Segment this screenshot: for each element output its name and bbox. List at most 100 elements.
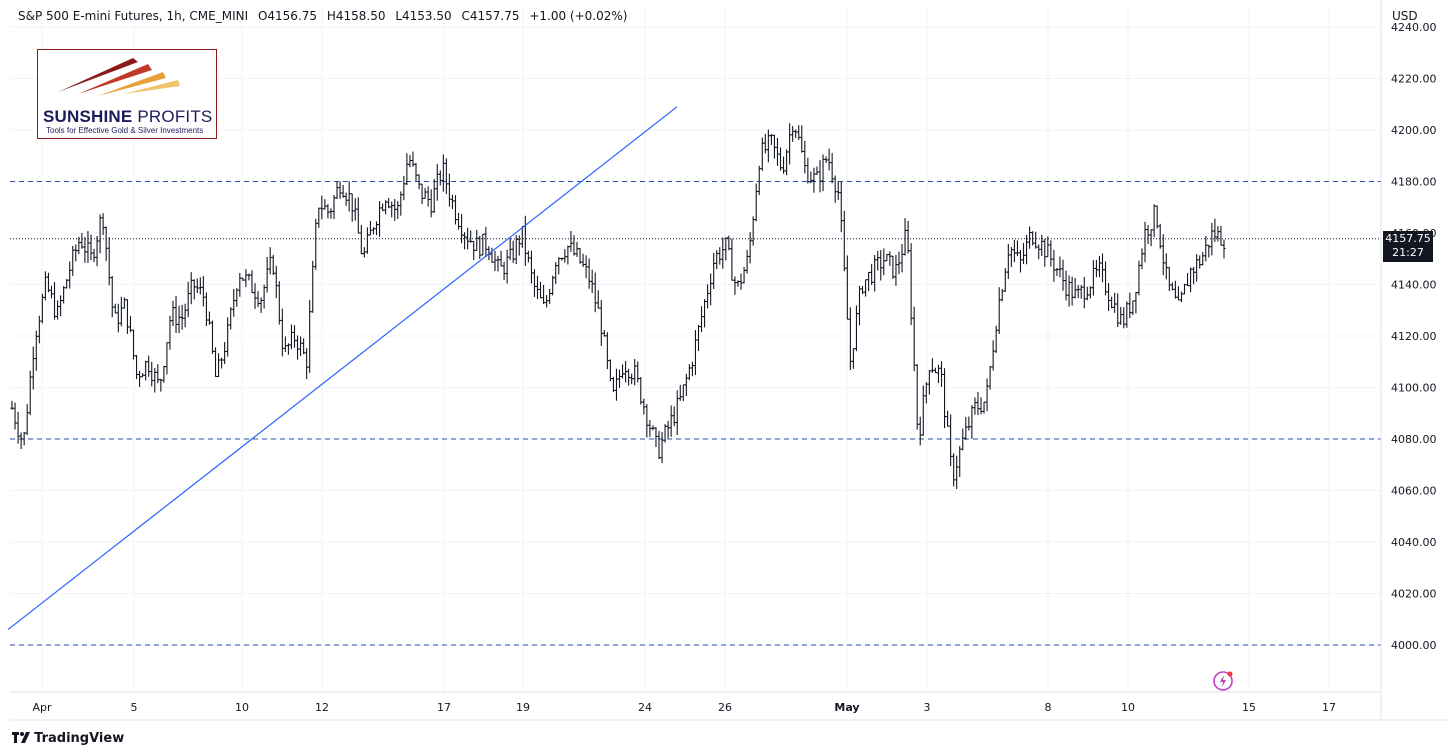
- lightning-icon[interactable]: [1212, 670, 1236, 694]
- candle: [684, 373, 688, 396]
- candle: [1082, 276, 1086, 309]
- candle: [1058, 256, 1062, 278]
- candle: [973, 397, 977, 415]
- candle: [979, 397, 983, 415]
- candle: [800, 125, 804, 153]
- candle: [529, 250, 534, 284]
- trendline: [7, 106, 678, 631]
- candle: [927, 370, 931, 395]
- candle: [608, 359, 613, 382]
- candle: [250, 270, 254, 294]
- candle: [882, 248, 886, 276]
- x-tick-label: 17: [437, 701, 451, 714]
- candle: [25, 404, 29, 436]
- candle: [681, 384, 685, 402]
- candle: [329, 208, 333, 219]
- candle: [593, 272, 597, 313]
- candle: [912, 306, 916, 372]
- candle: [362, 247, 366, 258]
- candle: [1064, 270, 1068, 301]
- candle: [517, 235, 521, 256]
- candle: [1043, 239, 1047, 267]
- candle: [560, 257, 564, 261]
- candle: [1201, 252, 1205, 266]
- candle: [1031, 231, 1035, 246]
- y-tick-label: 4060.00: [1391, 485, 1437, 498]
- candle: [523, 215, 527, 267]
- candle: [870, 263, 874, 286]
- candle: [1012, 239, 1017, 263]
- candle: [432, 178, 436, 213]
- tradingview-branding[interactable]: TradingView: [12, 731, 124, 746]
- candle: [909, 243, 913, 326]
- candle: [538, 281, 543, 299]
- candle: [10, 400, 14, 410]
- candle: [253, 283, 257, 309]
- candle: [1146, 225, 1150, 245]
- candle: [292, 325, 297, 348]
- candle: [144, 360, 148, 381]
- candle: [672, 406, 676, 427]
- candle: [244, 269, 248, 288]
- candle: [265, 256, 269, 293]
- candle: [699, 306, 704, 332]
- currency-label[interactable]: USD: [1392, 9, 1418, 23]
- candle: [952, 453, 956, 487]
- candle: [630, 373, 634, 385]
- candle: [229, 307, 233, 330]
- candle: [617, 369, 622, 388]
- x-tick-label: 10: [235, 701, 249, 714]
- candle: [663, 424, 667, 443]
- symbol-name[interactable]: S&P 500 E-mini Futures, 1h, CME_MINI: [18, 9, 249, 23]
- candle: [177, 305, 181, 334]
- candle: [417, 174, 421, 190]
- last-price-tag: 4157.75 21:27: [1383, 231, 1433, 262]
- candle: [43, 271, 48, 301]
- candle: [715, 250, 719, 270]
- candle: [551, 275, 555, 296]
- y-tick-label: 4120.00: [1391, 330, 1437, 343]
- x-tick-label: 5: [131, 701, 138, 714]
- candle: [1219, 225, 1223, 246]
- candle: [545, 295, 549, 308]
- candle: [1091, 260, 1095, 296]
- candle: [147, 355, 151, 377]
- candle: [83, 237, 87, 263]
- candle: [408, 155, 412, 168]
- candle: [1076, 284, 1080, 299]
- candle: [1000, 289, 1004, 302]
- candle: [587, 258, 591, 289]
- candle: [1103, 261, 1108, 296]
- candle: [256, 291, 260, 308]
- candle: [1155, 205, 1159, 229]
- candle: [1143, 221, 1147, 263]
- candle: [860, 286, 865, 295]
- candle: [1021, 243, 1026, 265]
- candle: [232, 289, 236, 317]
- candle: [101, 213, 105, 236]
- candle: [31, 346, 35, 390]
- candle: [247, 273, 251, 281]
- candle: [19, 432, 23, 449]
- candle: [183, 303, 187, 328]
- candle: [1113, 292, 1117, 313]
- candle: [967, 416, 971, 431]
- candle: [198, 277, 202, 295]
- candle: [134, 354, 139, 380]
- candle: [374, 221, 379, 236]
- candle: [1182, 283, 1187, 295]
- candle: [441, 154, 445, 192]
- candle: [86, 231, 90, 263]
- candle: [153, 368, 157, 393]
- candle: [1152, 204, 1156, 238]
- candle: [46, 272, 51, 293]
- candle: [791, 126, 795, 142]
- candle: [1222, 239, 1226, 259]
- candle: [754, 183, 758, 222]
- candle: [751, 216, 755, 246]
- candle: [165, 342, 169, 375]
- candle: [475, 229, 479, 251]
- candle: [709, 273, 713, 306]
- candle: [128, 316, 133, 333]
